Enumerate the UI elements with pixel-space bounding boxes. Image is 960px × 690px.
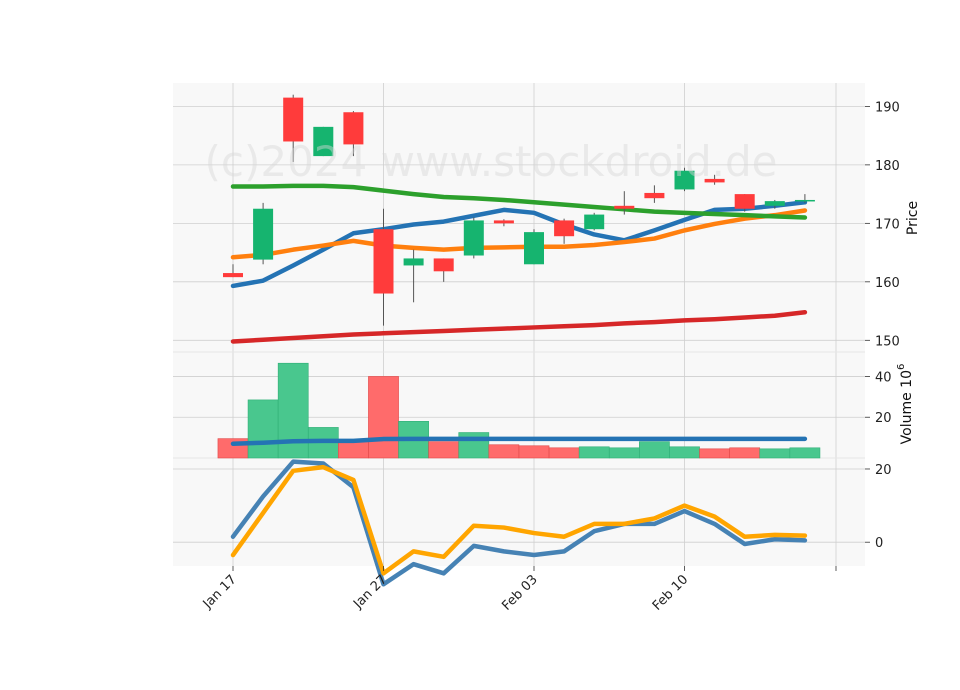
price-axis-label: Price <box>905 201 921 235</box>
y-tick-label: 150 <box>875 334 900 349</box>
candle-body <box>554 220 575 237</box>
candle-body <box>313 126 334 157</box>
candlesticks <box>223 94 815 326</box>
candle-body <box>223 273 243 278</box>
candle-body <box>524 232 544 265</box>
candle-body <box>433 258 454 272</box>
volume-bar <box>729 447 761 459</box>
indicator-line-signal <box>230 464 808 576</box>
candle-body <box>614 205 635 209</box>
candle-body <box>584 214 605 230</box>
candle-body <box>794 199 815 202</box>
candle-body <box>463 220 484 256</box>
y-tick-label: 20 <box>875 463 892 478</box>
candle-body <box>674 170 695 190</box>
volume-bar <box>488 444 520 459</box>
candle-body <box>283 97 304 142</box>
volume-bar <box>759 448 791 459</box>
y-tick-label: 160 <box>875 276 900 291</box>
y-tick-label: 170 <box>875 217 900 232</box>
volume-bar <box>699 448 730 459</box>
volume-bar <box>368 376 399 459</box>
indicator-lines <box>230 459 808 587</box>
volume-bar <box>578 446 610 459</box>
candle-body <box>343 112 364 145</box>
candle-body <box>704 178 725 183</box>
volume-bar <box>548 447 580 459</box>
candle-body <box>764 201 785 206</box>
y-tick-label: 20 <box>875 411 892 426</box>
y-axis-ticks: 150 160 170 180 190 20 40 0 20 <box>865 100 900 551</box>
volume-bar <box>639 441 670 459</box>
volume-bar <box>458 432 490 459</box>
volume-bar <box>789 447 821 459</box>
candle-body <box>403 258 424 266</box>
volume-axis-exponent: 6 <box>896 364 907 370</box>
volume-bar <box>428 441 460 459</box>
volume-moving-average <box>230 436 808 446</box>
y-tick-label: 40 <box>875 370 892 385</box>
candle-body <box>734 194 755 209</box>
volume-axis-label: Volume 106 <box>896 364 915 445</box>
moving-average-line <box>230 183 808 220</box>
indicator-panel <box>173 458 865 566</box>
candle-body <box>373 229 394 294</box>
candle-body <box>253 208 274 260</box>
y-tick-label: 180 <box>875 159 900 174</box>
volume-bar <box>518 445 550 459</box>
volume-bar <box>608 447 640 459</box>
volume-ma-line <box>230 436 808 446</box>
candle-body <box>493 220 514 224</box>
volume-bars <box>217 362 821 459</box>
moving-average-line <box>230 208 808 260</box>
volume-axis-label-text: Volume 10 <box>899 370 915 444</box>
candle-body <box>644 192 665 199</box>
y-tick-label: 0 <box>875 536 883 551</box>
volume-bar <box>247 399 279 459</box>
price-moving-averages <box>230 183 808 344</box>
moving-average-line <box>230 309 808 344</box>
y-tick-label: 190 <box>875 100 900 115</box>
volume-bar <box>669 446 700 459</box>
watermark: (c)2024 www.stockdroid.de <box>205 137 778 186</box>
